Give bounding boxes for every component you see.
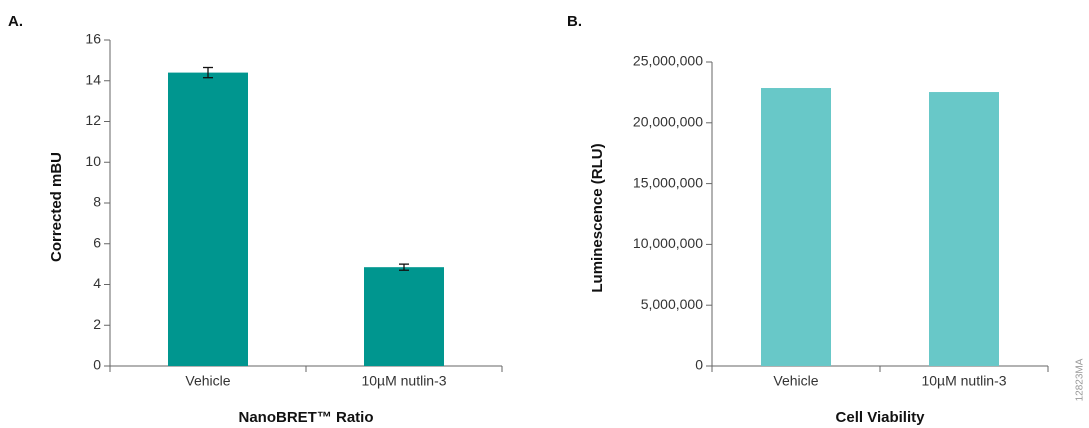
y-tick-label: 16: [85, 31, 101, 47]
figure-code: 12823MA: [1075, 358, 1086, 401]
panel-label: B.: [567, 13, 582, 30]
x-axis-title: NanoBRET™ Ratio: [239, 409, 374, 426]
y-tick-label: 14: [85, 71, 101, 87]
y-tick-label: 25,000,000: [633, 53, 703, 69]
y-axis-title: Corrected mBU: [48, 152, 65, 262]
x-tick-label: 10µM nutlin-3: [921, 373, 1006, 389]
y-tick-label: 15,000,000: [633, 174, 703, 190]
x-tick-label: Vehicle: [773, 373, 818, 389]
x-axis-title: Cell Viability: [836, 409, 926, 426]
y-tick-label: 12: [85, 112, 101, 128]
y-tick-label: 10: [85, 153, 101, 169]
y-tick-label: 8: [93, 194, 101, 210]
y-tick-label: 6: [93, 234, 101, 250]
y-tick-label: 5,000,000: [641, 296, 703, 312]
bar: [761, 88, 831, 366]
y-tick-label: 0: [695, 357, 703, 373]
error-bar: [399, 263, 409, 271]
y-axis-title: Luminescence (RLU): [589, 143, 606, 292]
y-tick-label: 20,000,000: [633, 114, 703, 130]
bar: [929, 92, 999, 366]
panel-label: A.: [8, 13, 23, 30]
bar: [364, 267, 444, 366]
y-tick-label: 10,000,000: [633, 235, 703, 251]
x-tick-label: Vehicle: [185, 373, 230, 389]
error-bar: [203, 66, 213, 79]
bar: [168, 72, 248, 366]
y-tick-label: 2: [93, 316, 101, 332]
x-tick-label: 10µM nutlin-3: [361, 373, 446, 389]
y-tick-label: 4: [93, 275, 101, 291]
y-tick-label: 0: [93, 357, 101, 373]
